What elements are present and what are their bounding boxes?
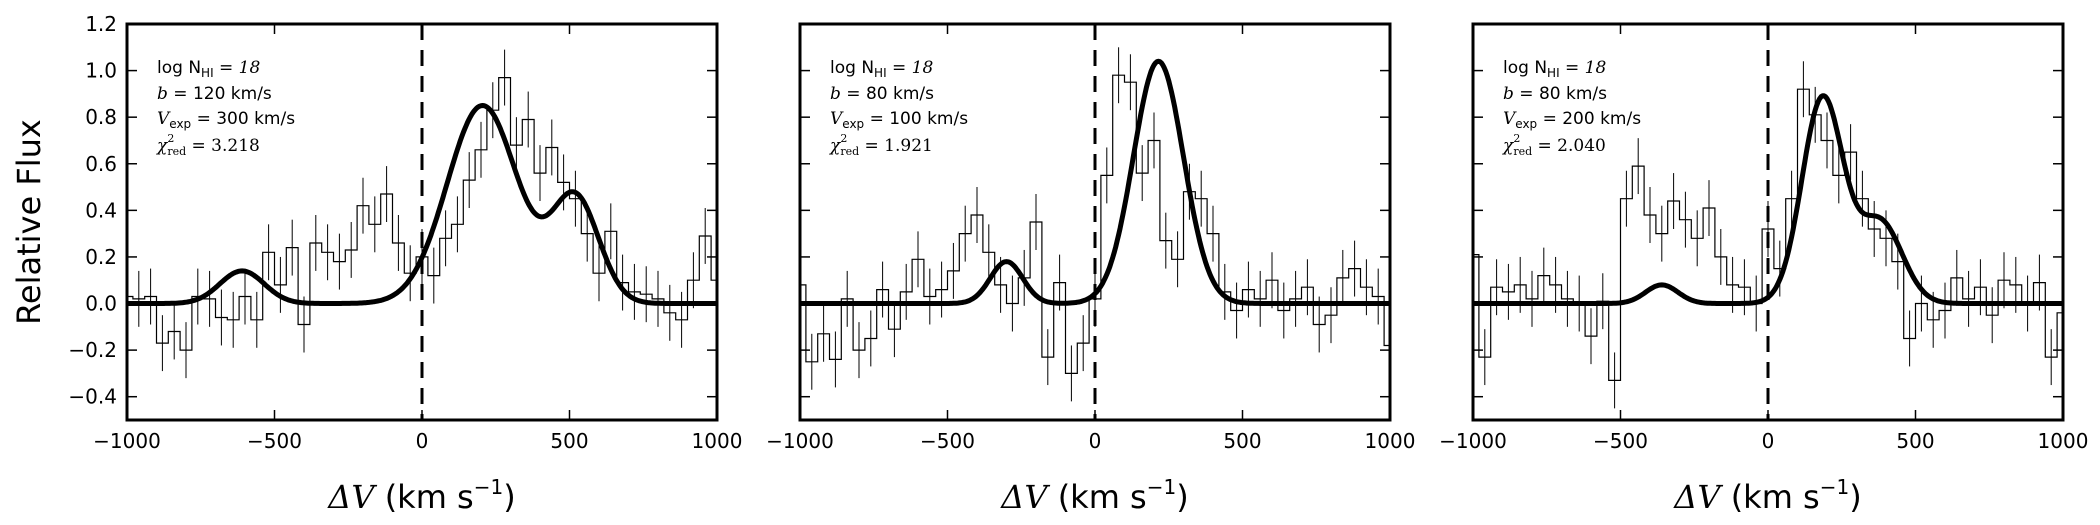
annotation-chi: χ2 red = 3.218: [156, 132, 260, 158]
x-tick-label: −500: [247, 429, 302, 453]
panels: −1000 −500 0 500 1000 −0.4 −0.2 0.0 0.2 0.4 0.6 0.8…: [68, 12, 2088, 516]
x-tick-label: −1000: [766, 429, 834, 453]
model-curve: [799, 58, 1391, 306]
b-label: b: [1503, 84, 1514, 104]
y-tick-label: 0.2: [85, 245, 117, 269]
x-axis-title-units: (km s: [1721, 478, 1820, 516]
x-tick-label: −500: [1593, 429, 1648, 453]
chi-subscript: red: [167, 145, 186, 158]
x-tick-label: 1000: [2038, 429, 2089, 453]
logN-label: log N: [1503, 58, 1547, 78]
annotation-logN: log NHI = 18: [830, 58, 933, 80]
x-tick-label: 1000: [692, 429, 743, 453]
plot-frame: [798, 22, 1392, 422]
chi-superscript: 2: [840, 132, 847, 145]
chi-subscript: red: [840, 145, 859, 158]
b-label: b: [830, 84, 841, 104]
annotation-b: b = 120 km/s: [157, 84, 272, 104]
chi-subscript: red: [1513, 145, 1532, 158]
x-tick-label: 1000: [1365, 429, 1416, 453]
x-tick-label: −1000: [93, 429, 161, 453]
chi-value: = 3.218: [186, 136, 260, 156]
panel-3: −1000 −500 0 500 1000 log NHI = 18 b = 80 km/s…: [1439, 22, 2089, 516]
y-tick-label: 1.2: [85, 12, 117, 36]
y-tick-label: −0.4: [68, 385, 117, 409]
model-curve: [126, 103, 718, 306]
plot-frame: [125, 22, 719, 422]
y-tick-label: −0.2: [68, 338, 117, 362]
y-tick-label: 1.0: [85, 59, 117, 83]
annotation-chi: χ2 red = 1.921: [829, 132, 933, 158]
chi-label: χ: [1502, 136, 1515, 156]
model-curve: [1472, 93, 2064, 306]
y-tick-label: 0.0: [85, 292, 117, 316]
annotation-logN: log NHI = 18: [1503, 58, 1606, 80]
x-tick-label: −1000: [1439, 429, 1507, 453]
chi-superscript: 2: [167, 132, 174, 145]
b-value: = 80 km/s: [841, 84, 934, 104]
annotation-chi: χ2 red = 2.040: [1502, 132, 1606, 158]
chi-value: = 2.040: [1532, 136, 1606, 156]
annotation-b: b = 80 km/s: [830, 84, 934, 104]
x-axis-title: ΔV (km s−1): [1672, 475, 1861, 516]
annotation-b: b = 80 km/s: [1503, 84, 1607, 104]
logN-label: log N: [157, 58, 201, 78]
y-tick-label: 0.6: [85, 152, 117, 176]
b-value: = 120 km/s: [168, 84, 272, 104]
x-tick-label: 0: [1762, 429, 1775, 453]
vexp-subscript: exp: [1515, 117, 1537, 131]
logN-label: log N: [830, 58, 874, 78]
x-axis-title-close: ): [503, 478, 515, 516]
y-axis-title: Relative Flux: [10, 119, 48, 325]
x-axis-title-units: (km s: [375, 478, 474, 516]
x-tick-label: −500: [920, 429, 975, 453]
vexp-label: V: [1503, 109, 1517, 129]
annotation-vexp: Vexp = 300 km/s: [157, 109, 295, 131]
y-tick-label: 0.8: [85, 105, 117, 129]
x-axis-title-symbol: ΔV: [1672, 478, 1723, 516]
vexp-value: = 100 km/s: [864, 109, 968, 129]
logN-subscript: HI: [874, 66, 887, 80]
logN-value: = 18: [1560, 58, 1607, 78]
x-tick-label: 500: [550, 429, 588, 453]
chi-label: χ: [156, 136, 169, 156]
logN-value: = 18: [887, 58, 934, 78]
x-axis-title: ΔV (km s−1): [326, 475, 515, 516]
vexp-label: V: [157, 109, 171, 129]
b-label: b: [157, 84, 168, 104]
vexp-label: V: [830, 109, 844, 129]
x-tick-label: 500: [1896, 429, 1934, 453]
plot-frame: [1471, 22, 2065, 422]
b-value: = 80 km/s: [1514, 84, 1607, 104]
x-axis-title-exponent: −1: [1820, 475, 1849, 499]
y-tick-label: 0.4: [85, 198, 117, 222]
x-tick-label: 500: [1223, 429, 1261, 453]
x-axis-title-exponent: −1: [474, 475, 503, 499]
chi-label: χ: [829, 136, 842, 156]
chi-value: = 1.921: [859, 136, 933, 156]
annotation-vexp: Vexp = 100 km/s: [830, 109, 968, 131]
vexp-subscript: exp: [169, 117, 191, 131]
logN-subscript: HI: [1547, 66, 1560, 80]
chi-superscript: 2: [1513, 132, 1520, 145]
x-axis-title-close: ): [1176, 478, 1188, 516]
x-tick-label: 0: [416, 429, 429, 453]
vexp-value: = 200 km/s: [1537, 109, 1641, 129]
vexp-value: = 300 km/s: [191, 109, 295, 129]
logN-value: = 18: [214, 58, 261, 78]
panel-1: −1000 −500 0 500 1000 −0.4 −0.2 0.0 0.2 0.4 0.6 0.8…: [68, 12, 742, 516]
vexp-subscript: exp: [842, 117, 864, 131]
x-axis-title-symbol: ΔV: [326, 478, 377, 516]
annotation-logN: log NHI = 18: [157, 58, 260, 80]
x-tick-label: 0: [1089, 429, 1102, 453]
x-axis-title-symbol: ΔV: [999, 478, 1050, 516]
panel-2: −1000 −500 0 500 1000 log NHI = 18 b = 80 km/s…: [766, 22, 1416, 516]
x-axis-title-exponent: −1: [1147, 475, 1176, 499]
x-axis-title: ΔV (km s−1): [999, 475, 1188, 516]
x-axis-title-close: ): [1849, 478, 1861, 516]
logN-subscript: HI: [201, 66, 214, 80]
annotation-vexp: Vexp = 200 km/s: [1503, 109, 1641, 131]
x-axis-title-units: (km s: [1048, 478, 1147, 516]
